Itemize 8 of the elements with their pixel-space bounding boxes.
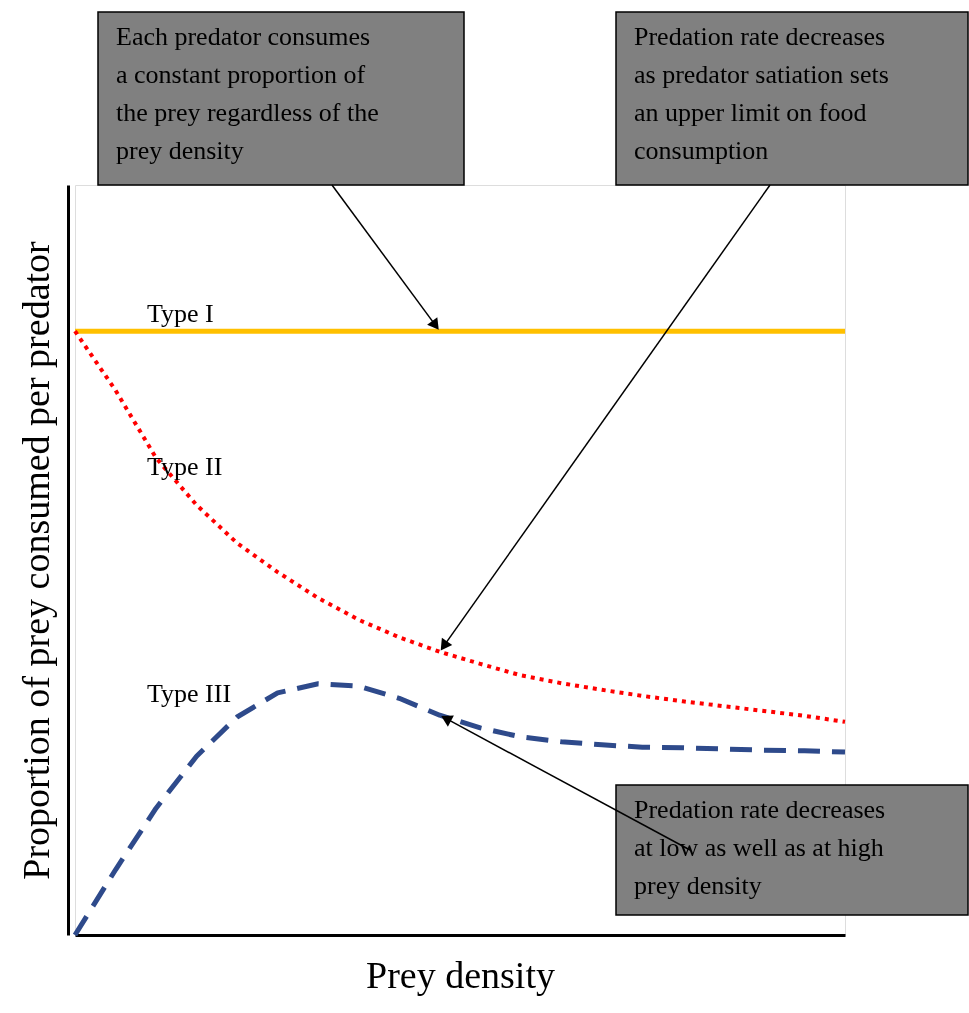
text: Predation rate decreases as predator satiation sets an upper limit on food consumption	[634, 22, 889, 165]
series-label: Type II	[147, 452, 223, 481]
text: Each predator consumes a constant proportion of the prey regardless of the prey density	[116, 22, 379, 165]
series-label: Type III	[147, 679, 232, 708]
x-axis-title: Prey density	[366, 953, 555, 996]
y-axis-title: Proportion of prey consumed per predator	[14, 240, 57, 880]
annotation: Predation rate decreases at low as well as at high prey density	[634, 795, 886, 900]
series-label: Type I	[147, 299, 214, 328]
